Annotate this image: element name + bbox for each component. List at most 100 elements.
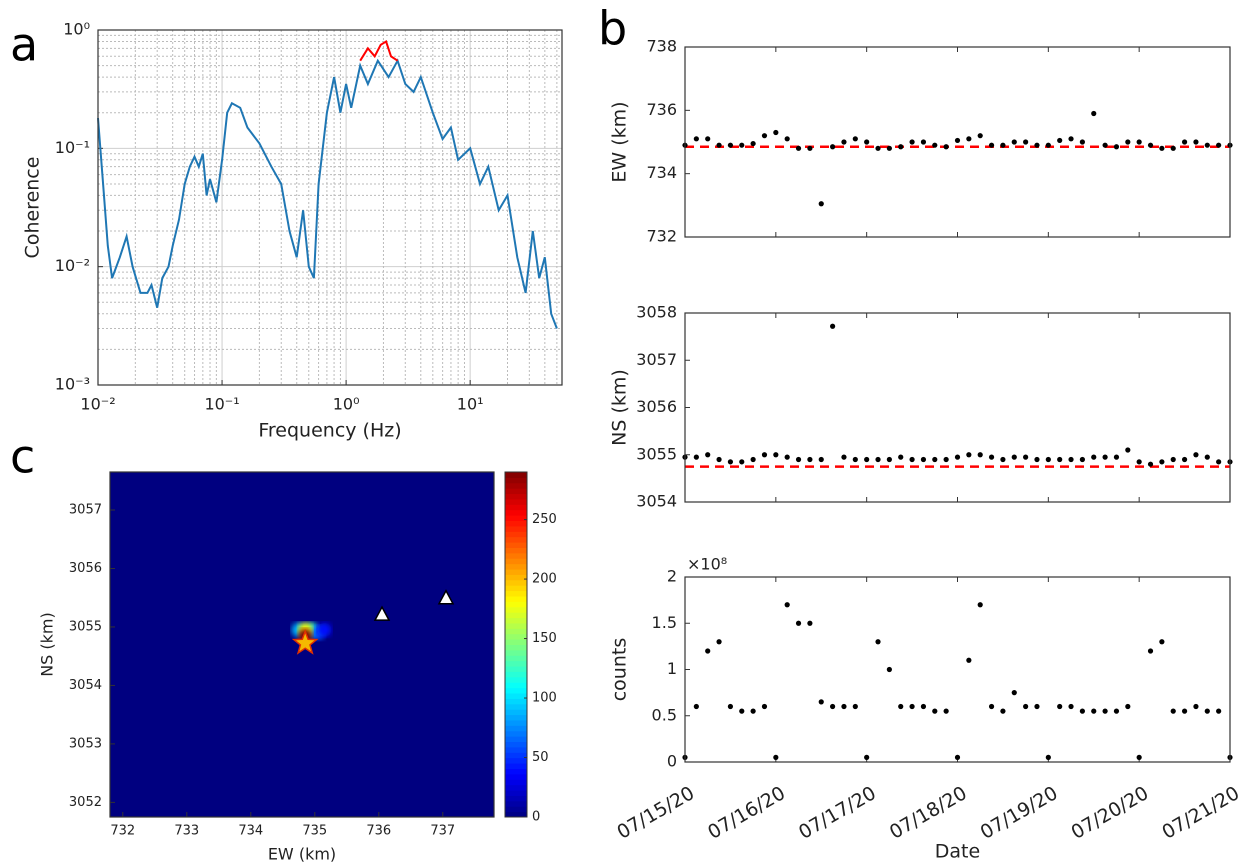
colorbar-step: [505, 628, 527, 635]
data-point: [1023, 703, 1029, 710]
panel: b EW (km) 732 734 736 738: [598, 2, 1233, 246]
data-line: [359, 39, 399, 62]
data-point: [1011, 139, 1017, 145]
data-point: [705, 648, 711, 654]
x-tick-label: 735: [302, 824, 327, 839]
y-tick-label: 3054: [69, 678, 102, 693]
colorbar-step: [505, 676, 527, 683]
x-tick-label: 07/19/20: [977, 782, 1062, 844]
data-point: [1023, 139, 1029, 145]
data-point: [750, 140, 756, 147]
data-point: [807, 456, 813, 463]
colorbar-step: [505, 622, 527, 629]
x-axis-label: EW (km): [268, 845, 336, 864]
data-point: [943, 708, 949, 714]
colorbar-step: [505, 741, 527, 748]
colorbar-step: [505, 569, 527, 575]
data-point: [898, 703, 904, 710]
data-point: [841, 454, 847, 460]
panel-label: a: [10, 18, 38, 72]
x-tick-label: 733: [174, 824, 199, 839]
data-point: [920, 139, 927, 145]
data-point: [988, 454, 995, 460]
data-point: [1045, 456, 1051, 463]
data-point: [1216, 142, 1222, 148]
colorbar-tick-label: 250: [532, 512, 557, 527]
data-point: [886, 456, 892, 463]
colorbar-step: [505, 655, 527, 662]
colorbar-step: [505, 536, 527, 543]
data-point: [1136, 459, 1142, 465]
data-point: [1091, 110, 1097, 117]
colorbar-frame: [504, 471, 528, 818]
data-point: [1034, 703, 1040, 710]
colorbar-step: [505, 579, 527, 586]
data-point: [920, 703, 927, 710]
y-tick-label: 3054: [636, 492, 677, 511]
data-point: [1204, 708, 1210, 714]
data-point: [852, 456, 858, 463]
data-point: [909, 139, 915, 145]
data-point: [1023, 454, 1029, 460]
colorbar-step: [505, 504, 527, 511]
colorbar-step: [505, 671, 527, 678]
data-point: [1068, 703, 1074, 710]
colorbar-step: [505, 482, 527, 489]
data-point: [773, 452, 779, 458]
heat-cell: [317, 622, 332, 637]
data-point: [909, 456, 915, 463]
data-point: [932, 142, 938, 148]
data-point: [1147, 648, 1154, 654]
x-tick-label: 10¹: [457, 395, 484, 414]
colorbar-step: [505, 736, 527, 743]
colorbar-step: [505, 687, 527, 694]
colorbar-tick-label: 150: [532, 631, 557, 646]
x-tick-label: 732: [110, 824, 135, 839]
colorbar-step: [505, 515, 527, 522]
x-tick-label: 736: [366, 824, 391, 839]
y-tick-label: 734: [646, 163, 677, 182]
data-point: [864, 139, 870, 145]
x-tick-label: 734: [238, 824, 263, 839]
colorbar-step: [505, 746, 527, 753]
data-point: [898, 144, 904, 150]
data-point: [1057, 456, 1063, 463]
colorbar-step: [505, 633, 527, 640]
data-point: [1079, 139, 1085, 145]
data-point: [1011, 690, 1017, 696]
x-tick-label: 07/21/20: [1158, 782, 1243, 844]
data-point: [1136, 139, 1142, 145]
x-tick-label: 10⁰: [333, 395, 360, 414]
colorbar-step: [505, 477, 527, 484]
y-tick-label: 3057: [69, 503, 102, 518]
data-point: [1057, 137, 1063, 144]
colorbar-step: [505, 730, 527, 737]
data-point: [1181, 456, 1188, 463]
data-point: [977, 452, 983, 458]
data-point: [716, 142, 722, 148]
colorbar-step: [505, 590, 527, 597]
data-point: [784, 136, 790, 142]
y-axis-label: counts: [609, 638, 631, 702]
colorbar-step: [505, 488, 527, 495]
data-point: [739, 459, 745, 465]
colorbar-step: [505, 644, 527, 651]
colorbar-step: [505, 531, 527, 538]
colorbar-step: [505, 806, 527, 813]
colorbar-step: [505, 585, 527, 592]
colorbar-step: [505, 725, 527, 732]
y-tick-label: 0: [667, 752, 677, 771]
data-point: [716, 456, 722, 463]
data-point: [943, 456, 949, 463]
data-point: [966, 452, 972, 458]
data-point: [988, 703, 995, 710]
x-tick-label: 07/18/20: [886, 782, 971, 844]
y-tick-label: 10⁻²: [55, 256, 90, 275]
data-point: [1034, 456, 1040, 463]
colorbar-step: [505, 800, 527, 807]
data-point: [1136, 754, 1142, 760]
data-point: [1125, 447, 1131, 453]
colorbar-tick-label: 50: [532, 750, 549, 765]
